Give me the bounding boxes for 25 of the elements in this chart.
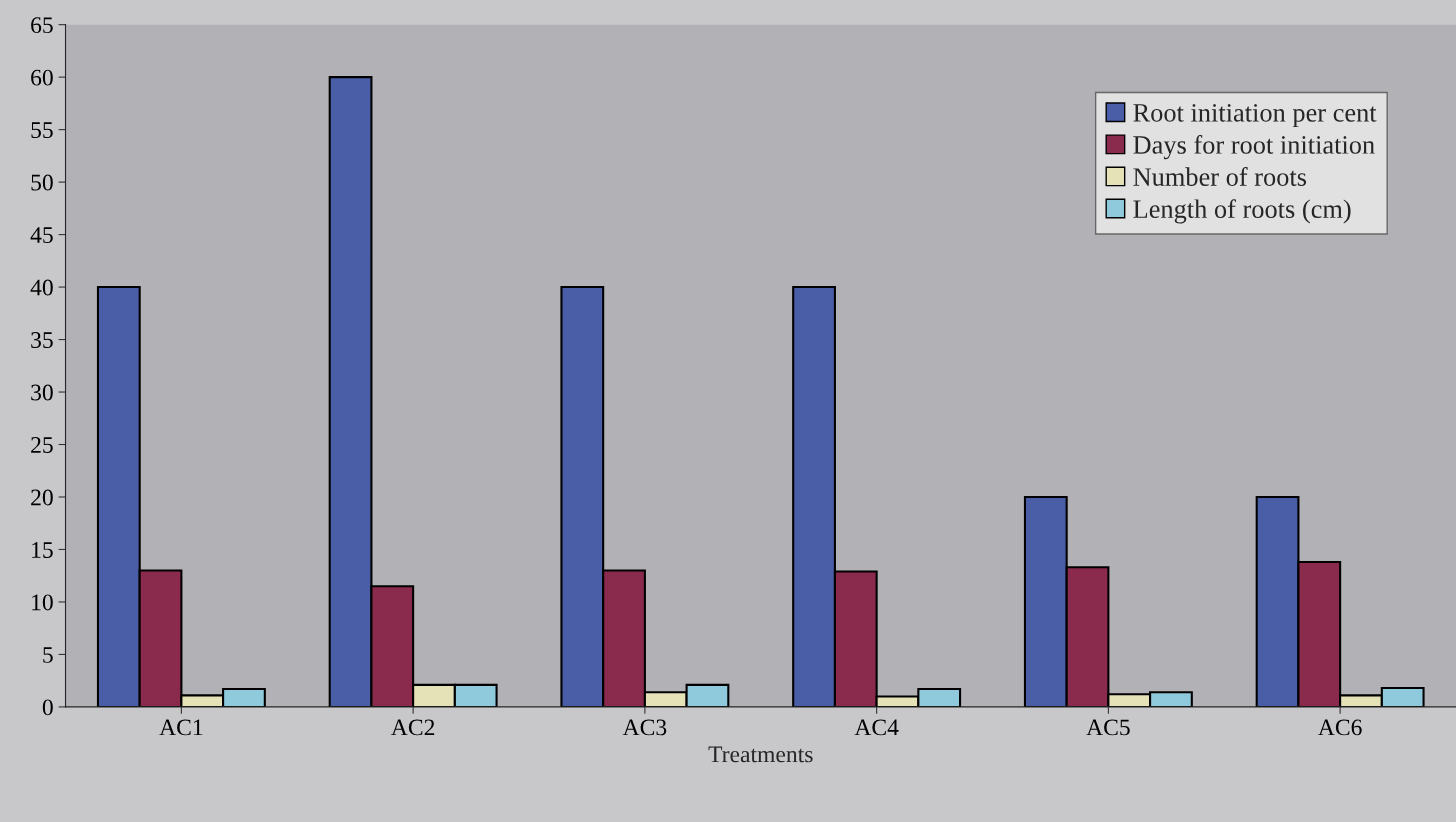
y-tick-label: 15 <box>32 542 53 558</box>
y-tick-label: 5 <box>43 647 53 663</box>
legend-label: Length of roots (cm) <box>1133 199 1351 224</box>
y-tick-label: 50 <box>31 174 53 191</box>
y-tick-label: 55 <box>31 122 53 139</box>
x-tick-label: AC6 <box>1318 719 1362 736</box>
y-tick-label: 60 <box>31 69 53 86</box>
x-tick-label: AC2 <box>391 719 435 736</box>
x-tick-label: AC5 <box>1086 719 1130 736</box>
legend-label: Number of roots <box>1133 167 1307 186</box>
x-tick-label: AC4 <box>854 719 899 736</box>
legend-label: Root initiation per cent <box>1133 103 1377 128</box>
x-axis-title: Treatments <box>708 746 813 763</box>
y-tick-label: 30 <box>31 384 53 401</box>
y-tick-label: 0 <box>42 699 53 716</box>
y-tick-label: 65 <box>31 17 53 34</box>
y-tick-label: 35 <box>31 332 53 348</box>
legend-label: Days for root initiation <box>1133 135 1375 160</box>
y-tick-label: 10 <box>32 594 53 611</box>
y-tick-label: 40 <box>30 279 53 296</box>
y-tick-label: 25 <box>31 437 53 453</box>
x-tick-label: AC1 <box>159 719 203 736</box>
y-tick-label: 45 <box>30 227 53 244</box>
x-tick-label: AC3 <box>622 719 667 736</box>
y-tick-label: 20 <box>31 489 53 506</box>
